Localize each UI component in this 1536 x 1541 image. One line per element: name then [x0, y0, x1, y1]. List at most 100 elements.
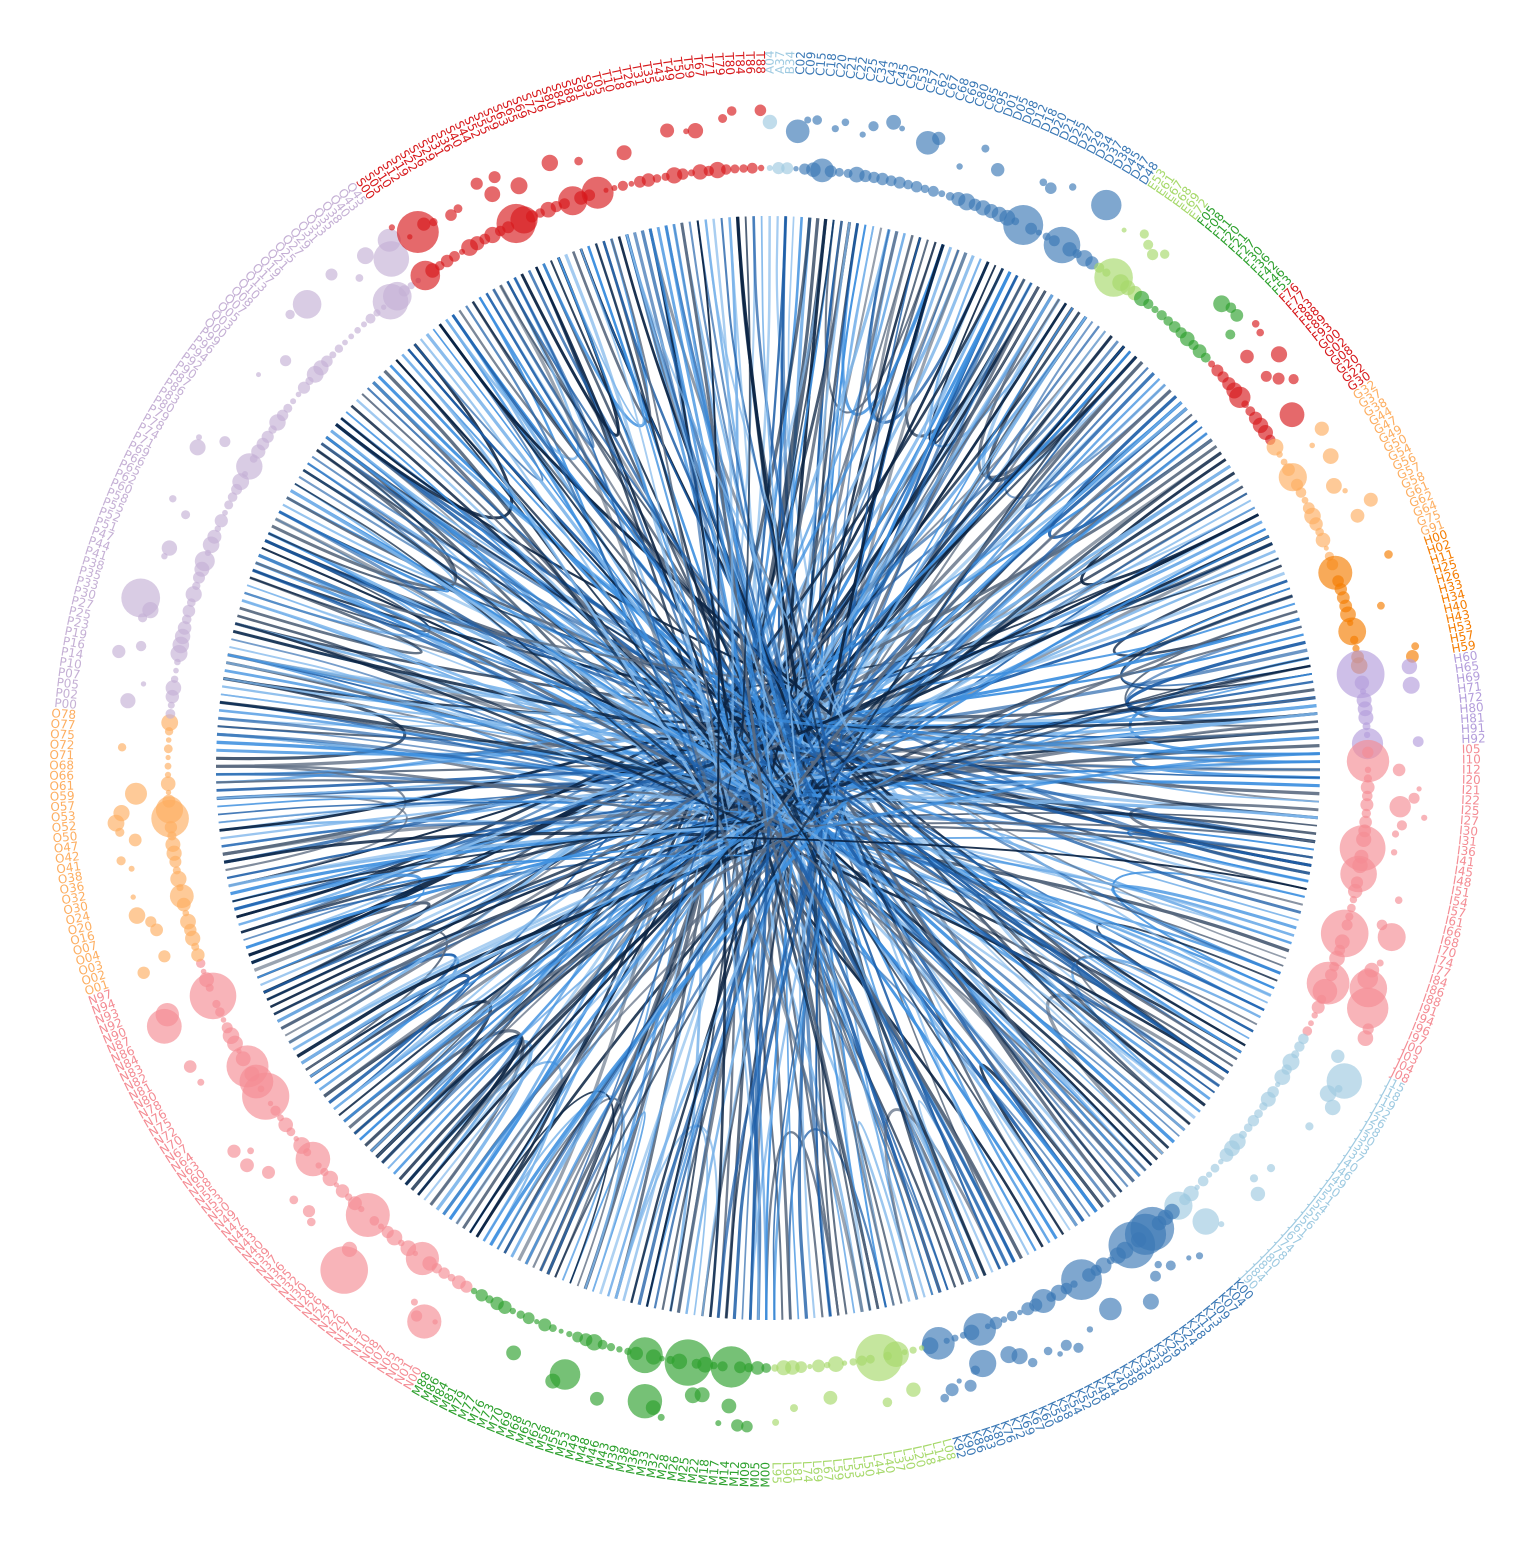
node-bubble: [276, 409, 289, 421]
node-bubble: [945, 1383, 959, 1397]
node-label: O68: [49, 758, 74, 772]
node-bubble: [606, 1343, 616, 1352]
node-bubble: [348, 333, 355, 340]
node-label: I36: [1456, 843, 1476, 859]
node-bubble: [1354, 675, 1370, 690]
node-bubble: [207, 529, 222, 544]
node-label: C43: [883, 60, 901, 86]
node-label: H26: [1434, 567, 1461, 587]
node-bubble: [1241, 400, 1249, 409]
node-label: M25: [675, 1456, 692, 1483]
node-bubble: [177, 621, 192, 635]
node-bubble: [407, 282, 415, 290]
edge: [353, 1029, 525, 1206]
node-bubble: [373, 241, 410, 277]
node-bubble: [1314, 421, 1329, 436]
node-label: T79: [712, 52, 728, 77]
node-label: H81: [1460, 711, 1485, 727]
node-bubble: [1311, 1000, 1325, 1014]
node-label: L14: [929, 1440, 948, 1465]
node-bubble: [866, 1354, 875, 1364]
node-bubble: [932, 131, 946, 145]
node-label: I57: [1446, 903, 1467, 921]
node-label: P19: [63, 624, 88, 642]
edge: [216, 676, 407, 761]
node-bubble: [824, 165, 837, 178]
node-bubble: [222, 509, 228, 516]
node-bubble: [1143, 298, 1154, 310]
node-bubble: [1364, 766, 1372, 773]
node-bubble: [920, 184, 930, 194]
node-label: O04: [74, 948, 102, 968]
edge: [325, 328, 810, 845]
node-bubble: [566, 1331, 573, 1338]
node-label: I12: [1462, 763, 1481, 777]
node-bubble: [804, 116, 812, 124]
node-label: L08: [939, 1437, 958, 1462]
node-label: H57: [1449, 628, 1475, 646]
node-bubble: [240, 1158, 254, 1173]
node-label: I91: [1417, 1000, 1439, 1020]
node-bubble: [1350, 508, 1365, 523]
node-bubble: [329, 351, 337, 359]
node-label: I21: [1461, 783, 1480, 798]
node-label: L55: [840, 1457, 856, 1480]
node-bubble: [140, 681, 147, 687]
node-label: T50: [670, 55, 687, 80]
node-label: M48: [572, 1436, 592, 1464]
node-bubble: [285, 309, 295, 320]
node-bubble: [396, 211, 439, 253]
node-label: T71: [701, 52, 717, 77]
node-bubble: [1323, 545, 1329, 551]
node-bubble: [170, 675, 179, 683]
node-bubble: [616, 1346, 623, 1353]
node-bubble: [1326, 478, 1342, 494]
node-bubble: [289, 1195, 299, 1205]
node-bubble: [181, 510, 191, 520]
node-label: P33: [75, 573, 100, 592]
node-bubble: [859, 169, 872, 183]
node-bubble: [1143, 239, 1154, 250]
node-bubble: [963, 1324, 980, 1341]
node-label: I74: [1433, 952, 1455, 971]
node-bubble: [970, 1365, 980, 1375]
node-label: M18: [696, 1459, 712, 1486]
node-bubble: [510, 177, 528, 195]
node-bubble: [1336, 650, 1385, 699]
node-label: M33: [633, 1450, 651, 1478]
node-bubble: [173, 667, 179, 674]
node-bubble: [475, 1289, 488, 1302]
edge: [224, 244, 945, 777]
node-bubble: [652, 174, 662, 183]
node-label: A04: [763, 50, 777, 74]
node-label: I45: [1453, 863, 1474, 880]
node-bubble: [180, 913, 196, 930]
node-bubble: [903, 179, 913, 190]
node-bubble: [1057, 1351, 1063, 1357]
node-bubble: [928, 185, 939, 197]
node-bubble: [447, 1273, 456, 1282]
node-label: B34: [783, 51, 798, 75]
node-label: O50: [52, 829, 78, 845]
node-bubble: [334, 344, 344, 353]
node-bubble: [710, 1346, 752, 1388]
node-bubble: [717, 1361, 728, 1372]
node-label: H40: [1442, 597, 1469, 616]
node-bubble: [1421, 814, 1428, 821]
node-bubble: [1197, 1175, 1209, 1187]
node-bubble: [278, 1117, 294, 1133]
edge: [1003, 320, 1172, 499]
node-bubble: [1045, 182, 1057, 194]
edge: [602, 240, 1229, 1074]
edge: [219, 700, 987, 1277]
node-bubble: [219, 436, 231, 448]
node-label: H25: [1431, 557, 1458, 577]
node-bubble: [256, 372, 261, 378]
node-label: H34: [1440, 587, 1467, 606]
node-bubble: [629, 1346, 644, 1360]
node-bubble: [320, 1246, 369, 1294]
node-bubble: [828, 1356, 844, 1372]
node-label: C45: [893, 62, 911, 88]
node-bubble: [849, 1358, 857, 1366]
node-bubble: [687, 123, 704, 139]
